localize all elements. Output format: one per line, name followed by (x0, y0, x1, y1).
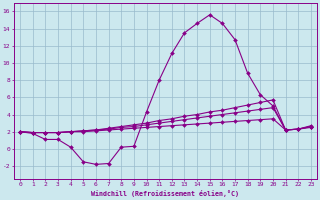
X-axis label: Windchill (Refroidissement éolien,°C): Windchill (Refroidissement éolien,°C) (92, 190, 239, 197)
